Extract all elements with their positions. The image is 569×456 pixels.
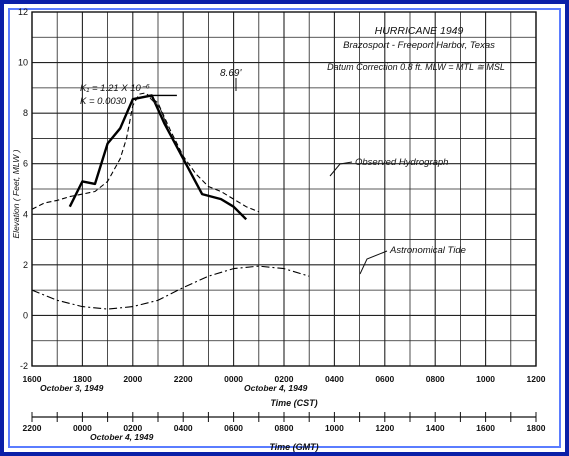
datum-note: Datum Correction 0.8 ft. MLW = MTL ≅ MSL: [327, 62, 505, 72]
observed-hydrograph-line: [68, 94, 248, 221]
x-tick-label: 0000: [224, 374, 243, 384]
x-tick-label: 2200: [174, 374, 193, 384]
x2-tick-label: 0600: [224, 423, 243, 433]
date-oct3: October 3, 1949: [40, 383, 104, 393]
astro-label: Astronomical Tide: [389, 245, 466, 256]
y-tick-label: 4: [23, 209, 28, 219]
y-tick-label: 12: [18, 7, 28, 17]
window-inner-border: [8, 8, 561, 448]
chart-title: HURRICANE 1949: [375, 25, 464, 37]
y-tick-label: -2: [20, 361, 28, 371]
x2-tick-label: 0800: [275, 423, 294, 433]
x-tick-label: 1000: [476, 374, 495, 384]
date-oct4-gmt: October 4, 1949: [90, 432, 154, 442]
k1-label: K₁ = 1.21 X 10⁻⁶: [80, 83, 150, 94]
y-axis-label: Elevation ( Feet, MLW ): [11, 149, 21, 238]
x-tick-label: 0800: [426, 374, 445, 384]
y-tick-label: 8: [23, 108, 28, 118]
x-axis-label: Time (CST): [270, 398, 317, 408]
date-oct4-cst: October 4, 1949: [244, 383, 308, 393]
x-tick-label: 0400: [325, 374, 344, 384]
x2-tick-label: 0200: [123, 423, 142, 433]
astronomical-tide-line: [31, 265, 310, 310]
astro-leader-line: [359, 250, 388, 275]
observed-leader-line: [329, 161, 353, 177]
y-tick-label: 0: [23, 310, 28, 320]
x-tick-label: 0200: [275, 374, 294, 384]
axes: -2 0 2 4 6 8 10 12 1600 1800 2000 2200 0000 0200 0400 0…: [18, 7, 546, 433]
k-label: K = 0.0030: [80, 96, 127, 107]
x2-axis-label: Time (GMT): [269, 442, 318, 452]
x2-tick-label: 1000: [325, 423, 344, 433]
x-tick-label: 1200: [527, 374, 546, 384]
observed-label: Observed Hydrograph: [355, 157, 448, 168]
x-tick-label: 0600: [375, 374, 394, 384]
k-leader-line: [149, 97, 169, 129]
x2-tick-label: 1800: [527, 423, 546, 433]
plot-border: [31, 11, 537, 367]
chart-subtitle: Brazosport - Freeport Harbor, Texas: [343, 40, 495, 51]
computed-hydrograph-line: [31, 92, 260, 213]
x2-tick-label: 0400: [174, 423, 193, 433]
peak-label: 8.69': [220, 68, 242, 79]
x2-tick-label: 1600: [476, 423, 495, 433]
x-tick-label: 1600: [23, 374, 42, 384]
x2-tick-label: 1200: [375, 423, 394, 433]
hydrograph-chart: -2 0 2 4 6 8 10 12 1600 1800 2000 2200 0000 0200 0400 0…: [11, 7, 546, 452]
x2-tick-label: 0000: [73, 423, 92, 433]
y-tick-label: 2: [23, 260, 28, 270]
x2-tick-label: 2200: [23, 423, 42, 433]
x2-tick-label: 1400: [426, 423, 445, 433]
x-tick-label: 2000: [123, 374, 142, 384]
y-tick-label: 6: [23, 159, 28, 169]
series-layer: [31, 92, 310, 310]
y-tick-label: 10: [18, 58, 28, 68]
x-tick-label: 1800: [73, 374, 92, 384]
